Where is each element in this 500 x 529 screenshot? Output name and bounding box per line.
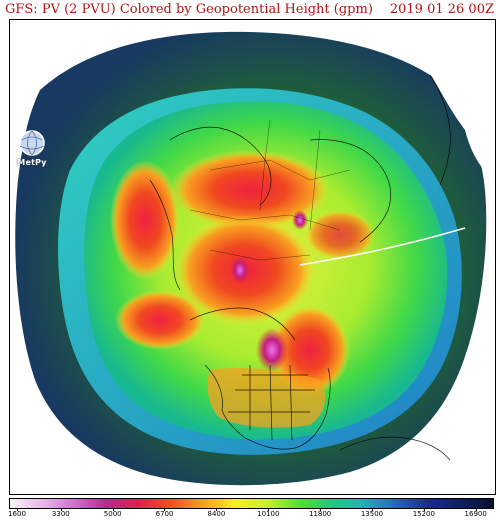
colorbar-tick-label: 16900 (464, 508, 487, 518)
colorbar-tick-label: 8400 (207, 508, 226, 518)
land-asia (422, 20, 495, 180)
hot-region-south (115, 290, 205, 350)
pv-map (10, 20, 495, 494)
colorbar-ticks: 1600 3300 5000 6700 8400 10100 11800 13500 15200… (8, 508, 494, 528)
globe-icon (19, 130, 45, 156)
colorbar-tick-label: 3300 (51, 508, 70, 518)
hot-region-west (110, 160, 180, 280)
land-southeast (370, 458, 495, 494)
map-panel: MetPy (9, 19, 496, 495)
na-warm-region (207, 368, 326, 428)
metpy-logo: MetPy (14, 128, 50, 172)
coastlines (149, 74, 451, 461)
colorbar-tick-label: 15200 (412, 508, 435, 518)
page-title: GFS: PV (2 PVU) Colored by Geopotential … (5, 2, 373, 17)
colorbar-tick-label: 11800 (308, 508, 332, 518)
country-borders (189, 119, 351, 261)
magenta-core-1 (256, 328, 288, 372)
logo-text: MetPy (17, 158, 47, 167)
magenta-core-2 (230, 256, 250, 284)
colorbar-tick-label: 10100 (257, 508, 280, 518)
colorbar (9, 498, 494, 509)
colorbar-tick-label: 13500 (360, 508, 384, 518)
colorbar-tick-label: 6700 (155, 508, 174, 518)
colorbar-tick-label: 5000 (103, 508, 122, 518)
colorbar-tick-label: 1600 (8, 508, 26, 518)
magenta-core-3 (292, 210, 308, 230)
great-circle-line (299, 227, 466, 266)
valid-time: 2019 01 26 00Z (389, 2, 494, 17)
hot-region-ne (305, 210, 375, 260)
